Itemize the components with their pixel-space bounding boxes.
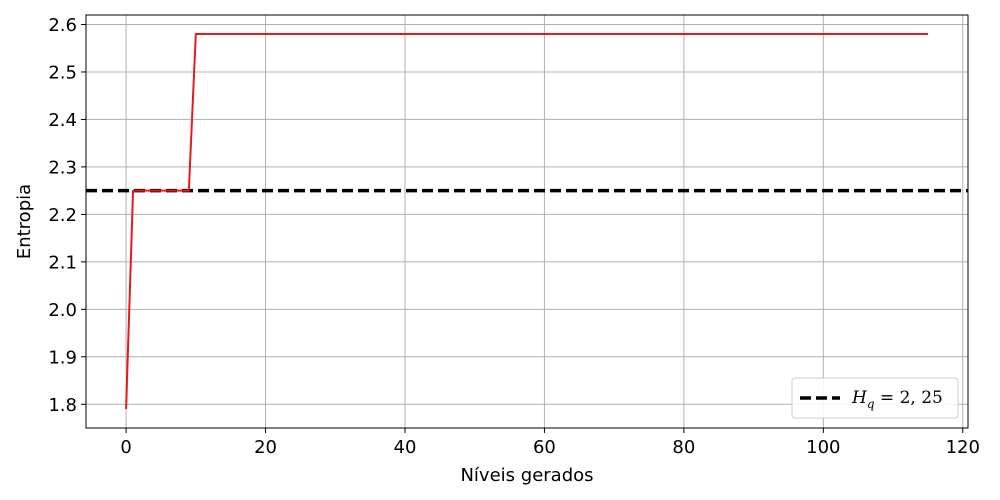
x-tick-label: 100 (806, 437, 840, 458)
legend-label-subscript: q (867, 397, 875, 411)
legend-box (791, 377, 959, 419)
legend-label-value: = 2, 25 (875, 388, 943, 408)
x-tick-label: 20 (254, 437, 277, 458)
y-tick-label: 1.8 (48, 395, 77, 416)
axis-ticks: 0 20 40 60 80 100 120 1.8 1.9 2.0 2.1 2.2 2.3 2.4 2.5 2… (48, 15, 980, 458)
x-tick-label: 40 (394, 437, 417, 458)
grid-lines (86, 15, 968, 428)
x-tick-label: 120 (946, 437, 980, 458)
x-tick-label: 0 (120, 437, 131, 458)
y-tick-label: 2.3 (48, 157, 77, 178)
legend-label-base: H (851, 388, 868, 408)
y-tick-label: 2.0 (48, 300, 77, 321)
entropy-series-line (125, 32, 928, 410)
x-tick-label: 60 (533, 437, 556, 458)
y-tick-label: 2.5 (48, 62, 77, 83)
legend-label: Hq = 2, 25 (851, 388, 943, 411)
y-tick-label: 1.9 (48, 347, 77, 368)
y-tick-label: 2.6 (48, 15, 77, 36)
axes-frame (85, 14, 969, 429)
y-tick-label: 2.1 (48, 252, 77, 273)
y-tick-label: 2.2 (48, 205, 77, 226)
x-axis-label: Níveis gerados (460, 465, 593, 486)
x-tick-label: 80 (672, 437, 695, 458)
y-axis-label: Entropia (14, 184, 35, 259)
legend: Hq = 2, 25 (791, 377, 959, 419)
y-tick-label: 2.4 (48, 110, 77, 131)
plot-area (86, 32, 968, 410)
